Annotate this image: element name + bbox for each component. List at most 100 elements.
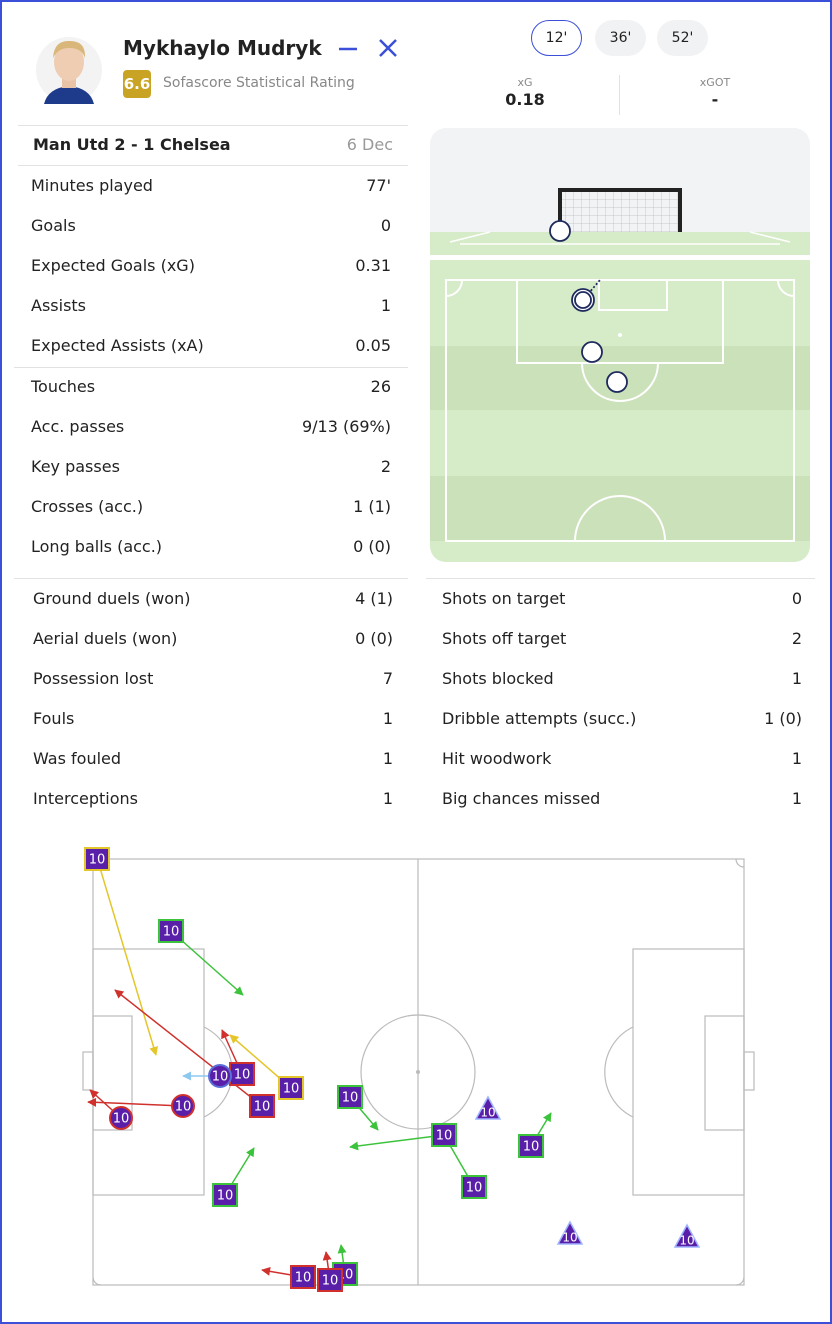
action-triangle bbox=[673, 1223, 701, 1248]
stat-label: Key passes bbox=[31, 457, 120, 476]
stat-value: 1 bbox=[791, 669, 802, 688]
stat-row: Shots on target 0 bbox=[442, 589, 802, 608]
marker-label: 10 bbox=[679, 1234, 694, 1248]
shot-tab[interactable]: 52' bbox=[657, 20, 708, 56]
action-arrow bbox=[349, 1134, 445, 1151]
stat-label: Big chances missed bbox=[442, 789, 601, 808]
stat-label: Assists bbox=[31, 296, 87, 315]
stat-row: Assists 1 bbox=[31, 296, 391, 315]
action-square bbox=[337, 1085, 363, 1109]
stat-label: Ground duels (won) bbox=[33, 589, 191, 608]
stat-label: Acc. passes bbox=[31, 417, 125, 436]
stat-value: 0 bbox=[791, 589, 802, 608]
marker-label: 10 bbox=[254, 1100, 271, 1115]
marker-label: 10 bbox=[342, 1091, 359, 1106]
action-circle bbox=[109, 1106, 133, 1130]
action-square bbox=[158, 919, 184, 943]
stat-label: Crosses (acc.) bbox=[31, 497, 144, 516]
stat-row: Expected Assists (xA) 0.05 bbox=[31, 336, 391, 355]
action-arrow bbox=[114, 989, 263, 1107]
stat-value: 1 bbox=[382, 709, 393, 728]
marker-label: 10 bbox=[436, 1129, 453, 1144]
action-circle bbox=[171, 1094, 195, 1118]
action-circle bbox=[208, 1064, 232, 1088]
stat-row: Key passes 2 bbox=[31, 457, 391, 476]
close-button[interactable] bbox=[379, 39, 397, 57]
action-square bbox=[317, 1268, 343, 1292]
action-square bbox=[431, 1123, 457, 1147]
stat-value: 1 (0) bbox=[764, 709, 802, 728]
stat-row: Dribble attempts (succ.) 1 (0) bbox=[442, 709, 802, 728]
stat-label: Expected Assists (xA) bbox=[31, 336, 204, 355]
stat-row: Hit woodwork 1 bbox=[442, 749, 802, 768]
action-square bbox=[212, 1183, 238, 1207]
stat-row: Expected Goals (xG) 0.31 bbox=[31, 256, 391, 275]
marker-label: 10 bbox=[163, 925, 180, 940]
stat-label: Long balls (acc.) bbox=[31, 537, 163, 556]
stat-row: Fouls 1 bbox=[33, 709, 393, 728]
stat-label: Shots blocked bbox=[442, 669, 554, 688]
marker-label: 10 bbox=[113, 1112, 130, 1127]
shot-map bbox=[430, 128, 810, 562]
stat-row: Crosses (acc.) 1 (1) bbox=[31, 497, 391, 516]
stat-row: Big chances missed 1 bbox=[442, 789, 802, 808]
marker-label: 10 bbox=[217, 1189, 234, 1204]
action-triangle bbox=[474, 1095, 502, 1120]
action-arrow bbox=[99, 867, 158, 1056]
stat-value: 1 bbox=[382, 789, 393, 808]
action-square bbox=[278, 1076, 304, 1100]
action-square bbox=[518, 1134, 544, 1158]
shot-stat-value: 0.18 bbox=[505, 90, 545, 109]
marker-label: 10 bbox=[523, 1140, 540, 1155]
marker-label: 10 bbox=[234, 1068, 251, 1083]
match-title[interactable]: Man Utd 2 - 1 Chelsea bbox=[33, 135, 231, 154]
stat-row: Goals 0 bbox=[31, 216, 391, 235]
stat-label: Hit woodwork bbox=[442, 749, 552, 768]
shot-stat-label: xGOT bbox=[699, 76, 731, 89]
stat-label: Interceptions bbox=[33, 789, 138, 808]
stat-value: 2 bbox=[380, 457, 391, 476]
stat-value: 0 (0) bbox=[353, 537, 391, 556]
stat-row: Shots blocked 1 bbox=[442, 669, 802, 688]
marker-label: 10 bbox=[480, 1106, 495, 1120]
stat-value: 0.05 bbox=[355, 336, 391, 355]
header-actions bbox=[339, 39, 397, 57]
stat-row: Long balls (acc.) 0 (0) bbox=[31, 537, 391, 556]
stat-row: Ground duels (won) 4 (1) bbox=[33, 589, 393, 608]
action-arrow bbox=[87, 1097, 184, 1107]
marker-label: 10 bbox=[89, 853, 106, 868]
shot-stat-label: xG bbox=[517, 76, 533, 89]
stat-label: Goals bbox=[31, 216, 76, 235]
marker-label: 10 bbox=[175, 1100, 192, 1115]
stat-label: Dribble attempts (succ.) bbox=[442, 709, 637, 728]
shot-tab[interactable]: 12' bbox=[531, 20, 582, 56]
shot-tab[interactable]: 36' bbox=[595, 20, 646, 56]
stat-value: 77' bbox=[366, 176, 391, 195]
stat-label: Aerial duels (won) bbox=[33, 629, 178, 648]
stat-value: 9/13 (69%) bbox=[301, 417, 391, 436]
stat-value: 1 bbox=[791, 789, 802, 808]
stat-value: 1 bbox=[791, 749, 802, 768]
stat-row: Shots off target 2 bbox=[442, 629, 802, 648]
marker-label: 10 bbox=[212, 1070, 229, 1085]
action-square bbox=[249, 1094, 275, 1118]
stat-label: Possession lost bbox=[33, 669, 154, 688]
stat-value: 1 bbox=[380, 296, 391, 315]
stat-row: Minutes played 77' bbox=[31, 176, 391, 195]
stat-label: Fouls bbox=[33, 709, 75, 728]
stat-label: Shots on target bbox=[442, 589, 566, 608]
stat-row: Aerial duels (won) 0 (0) bbox=[33, 629, 393, 648]
marker-label: 10 bbox=[295, 1271, 312, 1286]
stat-value: 0 (0) bbox=[355, 629, 393, 648]
stat-label: Shots off target bbox=[442, 629, 567, 648]
stat-value: 2 bbox=[791, 629, 802, 648]
stat-label: Expected Goals (xG) bbox=[31, 256, 195, 275]
stat-label: Was fouled bbox=[33, 749, 122, 768]
marker-label: 10 bbox=[466, 1181, 483, 1196]
stat-value: 1 (1) bbox=[353, 497, 391, 516]
stat-value: 26 bbox=[370, 377, 391, 396]
stat-value: 0 bbox=[380, 216, 391, 235]
player-name: Mykhaylo Mudryk bbox=[123, 36, 322, 60]
